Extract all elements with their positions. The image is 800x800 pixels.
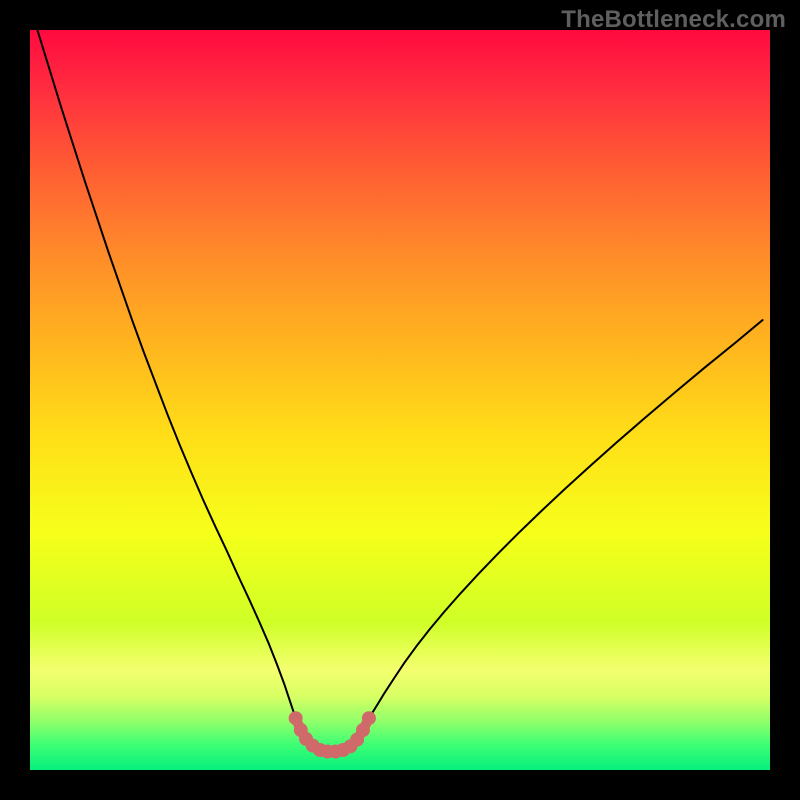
trough-marker	[356, 723, 370, 737]
plot-area	[30, 30, 770, 770]
bottleneck-curve-chart	[30, 30, 770, 770]
chart-frame: TheBottleneck.com	[0, 0, 800, 800]
trough-marker	[362, 711, 376, 725]
gradient-background	[30, 30, 770, 770]
